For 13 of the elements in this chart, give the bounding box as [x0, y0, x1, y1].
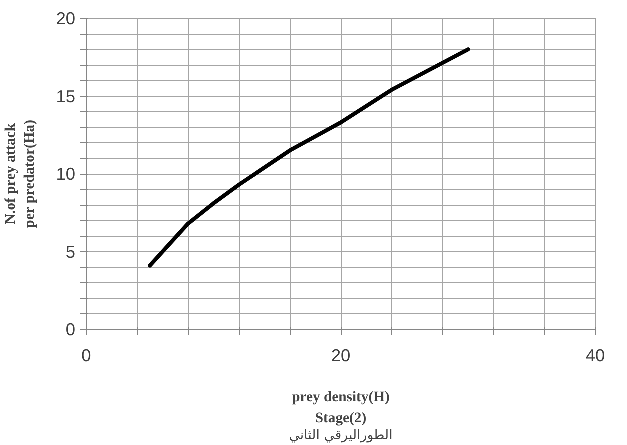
line-series [148, 48, 470, 268]
y-axis-title: N.of prey attack per predator(Ha) [3, 120, 38, 228]
x-tick-label: 40 [586, 346, 606, 366]
y-tick-label: 10 [56, 164, 76, 184]
text: الطوراليرقي الثاني [289, 428, 393, 444]
x-tick-label: 20 [331, 346, 351, 366]
y-tick-label: 20 [56, 8, 76, 28]
x-axis-title: prey density(H) [292, 390, 390, 406]
y-tick-label: 0 [66, 320, 76, 340]
y-tick-label: 15 [56, 86, 76, 106]
text: Stage(2) [315, 410, 367, 426]
y-tick-label: 5 [66, 242, 76, 262]
x-tick-label: 0 [82, 346, 92, 366]
